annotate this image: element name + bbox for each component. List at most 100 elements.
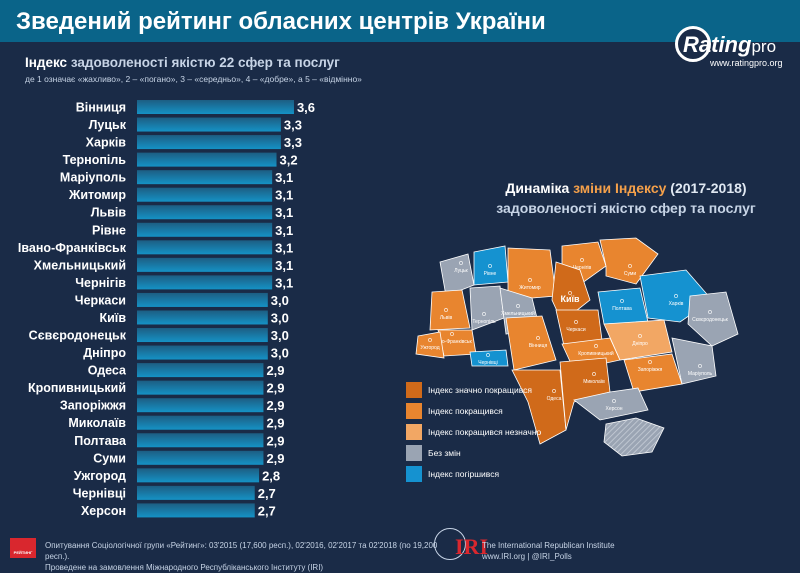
region-label: Миколаїв <box>583 379 605 385</box>
value-label: 3,1 <box>275 258 293 273</box>
bar-row: Тернопіль 3,2 <box>63 152 298 168</box>
value-label: 3,0 <box>271 346 289 361</box>
legend-swatch <box>406 424 422 440</box>
bar <box>137 450 264 465</box>
category-label: Житомир <box>68 188 126 202</box>
region-label: Суми <box>624 271 636 277</box>
bar <box>137 275 273 290</box>
bar-row: Запоріжжя 2,9 <box>60 398 285 413</box>
city-dot <box>592 372 596 376</box>
region-label: Тернопіль <box>472 319 496 325</box>
logo-main-text: Rating <box>683 32 752 57</box>
category-label: Харків <box>86 136 127 150</box>
region-shape <box>623 353 683 393</box>
bar <box>137 328 268 343</box>
iri-logo-icon <box>434 528 466 560</box>
category-label: Тернопіль <box>63 153 127 167</box>
crimea-region <box>603 417 665 457</box>
bar <box>137 345 268 360</box>
bar-row: Харків 3,3 <box>86 135 302 150</box>
bar-row: Київ 3,0 <box>99 310 289 325</box>
map-region: Запоріжжя <box>623 353 683 393</box>
region-label: Житомир <box>519 285 541 291</box>
category-label: Черкаси <box>75 293 126 307</box>
bar-row: Черкаси 3,0 <box>75 292 289 308</box>
value-label: 3,1 <box>275 223 293 238</box>
chart-subtitle: Індекс задоволеності якістю 22 сфер та п… <box>25 55 340 70</box>
category-label: Хмельницький <box>34 258 126 272</box>
value-label: 2,9 <box>266 398 284 413</box>
value-label: 3,1 <box>275 188 293 203</box>
legend-label: Індекс покращився незначно <box>428 427 542 437</box>
map-title-part2: зміни Індексу <box>569 180 667 196</box>
iri-logo-text: IRI <box>455 534 489 559</box>
region-label: Черкаси <box>566 327 585 333</box>
map-region: Дніпро <box>603 319 673 361</box>
category-label: Кропивницький <box>28 381 126 395</box>
city-dot <box>674 294 678 298</box>
category-label: Миколаїв <box>68 416 126 430</box>
logo-ring <box>675 26 711 62</box>
region-label: Дніпро <box>632 341 648 347</box>
region-shape <box>415 331 445 359</box>
bar <box>137 187 273 202</box>
ratingpro-logo: Ratingpro <box>683 32 776 58</box>
category-label: Івано-Франківськ <box>18 241 127 255</box>
bar-row: Вінниця 3,6 <box>76 100 315 115</box>
region-label: Київ <box>560 294 580 304</box>
value-label: 3,0 <box>271 328 289 343</box>
city-dot <box>698 364 702 368</box>
bar <box>137 205 273 220</box>
map-region: Житомир <box>507 247 557 301</box>
category-label: Чернівці <box>73 486 126 500</box>
region-shape <box>469 349 509 367</box>
bar-row: Львів 3,1 <box>91 205 293 220</box>
logo-url: www.ratingpro.org <box>710 58 783 68</box>
city-dot <box>482 312 486 316</box>
category-label: Одеса <box>88 364 127 378</box>
city-dot <box>580 258 584 262</box>
region-label: Запоріжжя <box>638 367 663 373</box>
legend-label: Індекс покращився <box>428 406 503 416</box>
value-label: 3,2 <box>280 153 298 168</box>
city-dot <box>536 336 540 340</box>
region-shape <box>687 291 739 347</box>
value-label: 3,3 <box>284 135 302 150</box>
category-label: Запоріжжя <box>60 399 126 413</box>
bar-row: Полтава 2,9 <box>74 433 285 448</box>
region-label: Чернівці <box>478 360 497 366</box>
legend-swatch <box>406 382 422 398</box>
map-region: Вінниця <box>505 315 557 371</box>
city-dot <box>708 310 712 314</box>
value-label: 2,9 <box>266 416 284 431</box>
category-label: Вінниця <box>76 101 126 115</box>
map-region: Рівне <box>473 245 509 286</box>
city-dot <box>552 389 556 393</box>
bar <box>137 222 273 237</box>
bar <box>137 485 255 500</box>
city-dot <box>568 291 572 295</box>
rating-badge: РЕЙТИНГ <box>10 538 36 558</box>
city-dot <box>450 332 454 336</box>
value-label: 3,1 <box>275 275 293 290</box>
map-title-line2: задоволеності якістю сфер та послуг <box>496 200 756 216</box>
region-label: Сєвєродонецьк <box>692 317 729 323</box>
region-label: Полтава <box>612 306 632 312</box>
category-label: Маріуполь <box>60 171 126 185</box>
map-region: Суми <box>599 237 659 285</box>
value-label: 3,0 <box>271 293 289 308</box>
region-shape <box>511 369 567 445</box>
bar-row: Івано-Франківськ 3,1 <box>18 240 293 255</box>
region-label: Вінниця <box>529 343 548 349</box>
bar-row: Хмельницький 3,1 <box>34 257 293 273</box>
bar <box>137 363 264 378</box>
value-label: 2,7 <box>258 486 276 501</box>
bar-row: Кропивницький 2,9 <box>28 380 285 396</box>
footer-source: Опитування Соціологічної групи «Рейтинг»… <box>45 540 445 573</box>
map-region: Одеса <box>511 369 567 445</box>
bar <box>137 257 273 272</box>
city-dot <box>528 278 532 282</box>
city-dot <box>444 308 448 312</box>
bar <box>137 117 281 132</box>
iri-info: The International Republican Institute w… <box>482 540 615 562</box>
